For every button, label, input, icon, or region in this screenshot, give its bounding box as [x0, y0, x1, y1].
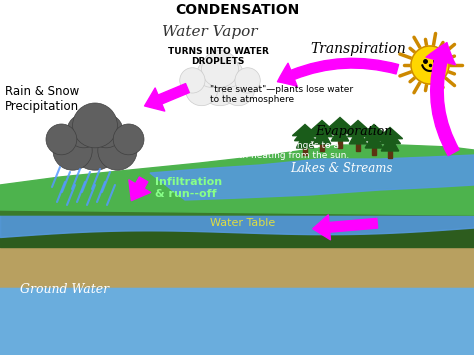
Polygon shape — [296, 132, 314, 148]
Bar — [372, 148, 376, 155]
FancyArrowPatch shape — [313, 215, 378, 240]
FancyArrowPatch shape — [277, 58, 399, 87]
Circle shape — [197, 60, 225, 87]
Polygon shape — [361, 125, 387, 136]
Text: Infiltration
& run--off: Infiltration & run--off — [155, 177, 222, 198]
Polygon shape — [310, 120, 335, 132]
FancyArrowPatch shape — [426, 43, 459, 155]
FancyArrowPatch shape — [129, 177, 151, 201]
Text: Water Vapor: Water Vapor — [162, 25, 258, 39]
Circle shape — [215, 60, 243, 87]
Polygon shape — [150, 155, 474, 200]
Polygon shape — [0, 280, 474, 325]
Circle shape — [222, 73, 255, 106]
Circle shape — [235, 68, 260, 93]
Circle shape — [73, 103, 118, 148]
Circle shape — [180, 68, 205, 93]
Bar — [320, 144, 324, 151]
Text: Rain & Snow
Precipitation: Rain & Snow Precipitation — [5, 85, 79, 113]
Circle shape — [411, 46, 449, 84]
Polygon shape — [0, 145, 474, 215]
Circle shape — [199, 64, 241, 106]
Polygon shape — [377, 127, 402, 139]
Polygon shape — [294, 127, 316, 141]
Circle shape — [201, 50, 238, 87]
Polygon shape — [381, 135, 399, 151]
Text: TURNS INTO WATER
DROPLETS: TURNS INTO WATER DROPLETS — [168, 47, 268, 66]
Polygon shape — [380, 130, 401, 144]
Circle shape — [70, 120, 120, 170]
Text: Evaporation: Evaporation — [315, 125, 392, 138]
Circle shape — [53, 131, 92, 170]
Circle shape — [46, 124, 77, 155]
Polygon shape — [349, 128, 367, 144]
Polygon shape — [329, 120, 350, 134]
Circle shape — [98, 131, 137, 170]
Text: Transpiration: Transpiration — [310, 42, 406, 56]
Text: Lakes & Streams: Lakes & Streams — [290, 162, 392, 175]
Polygon shape — [364, 127, 384, 141]
Circle shape — [113, 124, 144, 155]
Polygon shape — [346, 120, 371, 132]
Polygon shape — [292, 125, 318, 136]
Circle shape — [185, 73, 218, 106]
Text: Ground Water: Ground Water — [20, 283, 109, 296]
Polygon shape — [365, 132, 383, 148]
Bar — [303, 148, 307, 155]
Text: Water as liquid changes to a
gas with heating from the sun.: Water as liquid changes to a gas with he… — [210, 141, 349, 160]
Bar — [388, 151, 392, 158]
Polygon shape — [311, 124, 332, 137]
Polygon shape — [0, 325, 474, 355]
Polygon shape — [0, 245, 474, 287]
Polygon shape — [328, 118, 353, 129]
Polygon shape — [347, 124, 368, 137]
Polygon shape — [0, 177, 474, 215]
Bar — [356, 144, 360, 151]
Circle shape — [67, 114, 100, 148]
Bar — [338, 141, 342, 148]
Text: "tree sweat"—plants lose water
to the atmosphere: "tree sweat"—plants lose water to the at… — [210, 85, 353, 104]
Polygon shape — [0, 300, 474, 355]
Text: Water Table: Water Table — [210, 218, 275, 228]
Polygon shape — [313, 128, 331, 144]
FancyArrowPatch shape — [145, 83, 189, 111]
Circle shape — [90, 114, 123, 148]
Text: CONDENSATION: CONDENSATION — [175, 3, 299, 17]
Polygon shape — [0, 210, 474, 247]
Polygon shape — [331, 125, 349, 141]
